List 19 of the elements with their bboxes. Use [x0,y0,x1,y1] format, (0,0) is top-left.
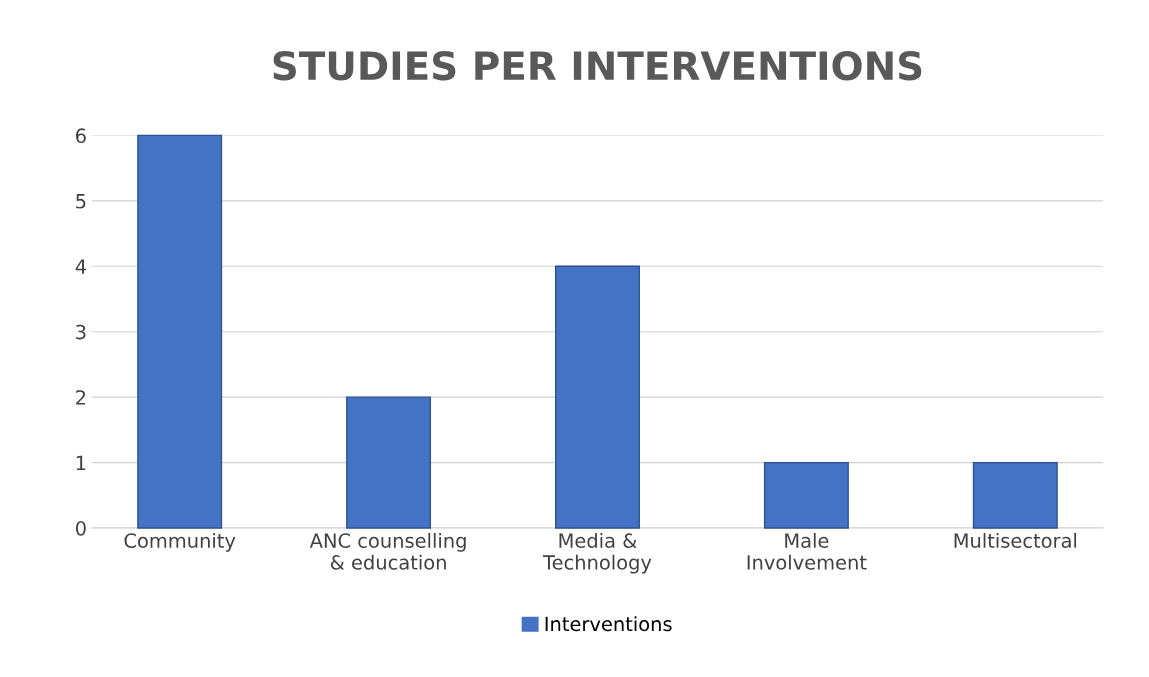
bar [763,461,849,529]
y-tick-label: 3 [76,324,86,340]
x-tick-label: Media & Technology [542,532,652,574]
x-tick-label: ANC counselling & education [309,532,466,570]
bar [137,134,223,529]
bar [346,396,432,529]
legend-label: Interventions [545,616,672,632]
x-tick-label: Male Involvement [747,532,867,570]
bar [972,461,1058,529]
y-tick-label: 0 [75,521,86,536]
bar [555,265,640,529]
y-tick-label: 5 [76,194,86,209]
y-tick-label: 2 [76,390,86,405]
y-tick-label: 6 [76,128,86,144]
y-tick-label: 1 [76,455,86,470]
y-tick-label: 4 [75,259,86,274]
x-tick-label: Multisectoral [954,532,1077,548]
chart-title: STUDIES PER INTERVENTIONS [273,50,922,81]
x-tick-label: Community [124,532,236,552]
